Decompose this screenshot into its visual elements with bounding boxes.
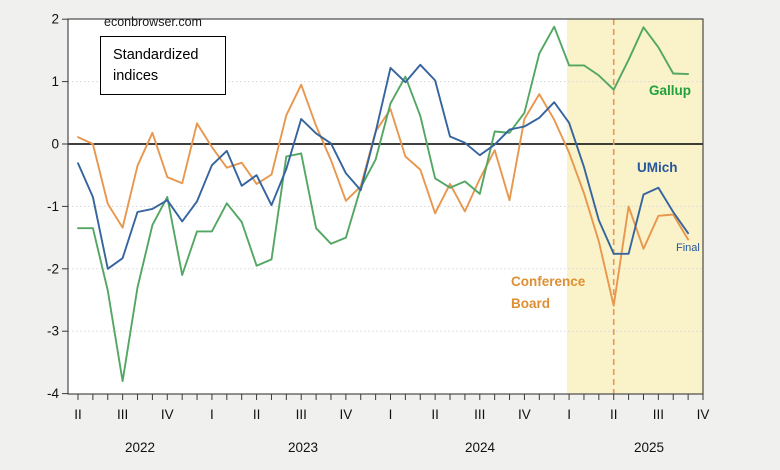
x-year-label: 2025	[634, 440, 664, 455]
y-tick-label: -2	[47, 261, 59, 276]
y-tick-label: -3	[47, 324, 59, 339]
umich-line	[77, 63, 690, 270]
x-quarter-label: III	[117, 407, 128, 422]
x-quarter-label: II	[431, 407, 439, 422]
x-quarter-label: IV	[161, 407, 174, 422]
x-quarter-label: II	[74, 407, 82, 422]
x-year-label: 2022	[125, 440, 155, 455]
umich-final-label: Final	[676, 242, 700, 254]
x-quarter-label: I	[210, 407, 214, 422]
y-tick-label: -1	[47, 199, 59, 214]
x-quarter-label: IV	[697, 407, 710, 422]
x-quarter-label: I	[389, 407, 393, 422]
gallup-series-label: Gallup	[649, 83, 692, 98]
conference-board-series-label: Conference Board	[511, 274, 586, 311]
note-line2: indices	[113, 68, 159, 84]
x-quarter-label: III	[296, 407, 307, 422]
x-quarter-label: II	[253, 407, 261, 422]
x-quarter-label: IV	[518, 407, 531, 422]
y-tick-label: 1	[51, 74, 59, 89]
y-tick-label: 2	[51, 12, 59, 27]
umich-series-label: UMich	[637, 160, 678, 175]
x-year-label: 2023	[288, 440, 318, 455]
watermark: econbrowser.com	[104, 15, 202, 29]
gallup-line	[77, 25, 690, 383]
conference-board-line	[77, 83, 690, 307]
x-quarter-label: IV	[339, 407, 352, 422]
standardized-indices-box: Standardized indices	[100, 36, 226, 95]
x-quarter-label: III	[653, 407, 664, 422]
x-quarter-label: I	[567, 407, 571, 422]
note-line1: Standardized	[113, 47, 199, 63]
x-quarter-label: III	[474, 407, 485, 422]
y-tick-label: -4	[47, 386, 59, 401]
x-quarter-label: II	[610, 407, 618, 422]
x-year-label: 2024	[465, 440, 496, 455]
y-tick-label: 0	[51, 137, 59, 152]
